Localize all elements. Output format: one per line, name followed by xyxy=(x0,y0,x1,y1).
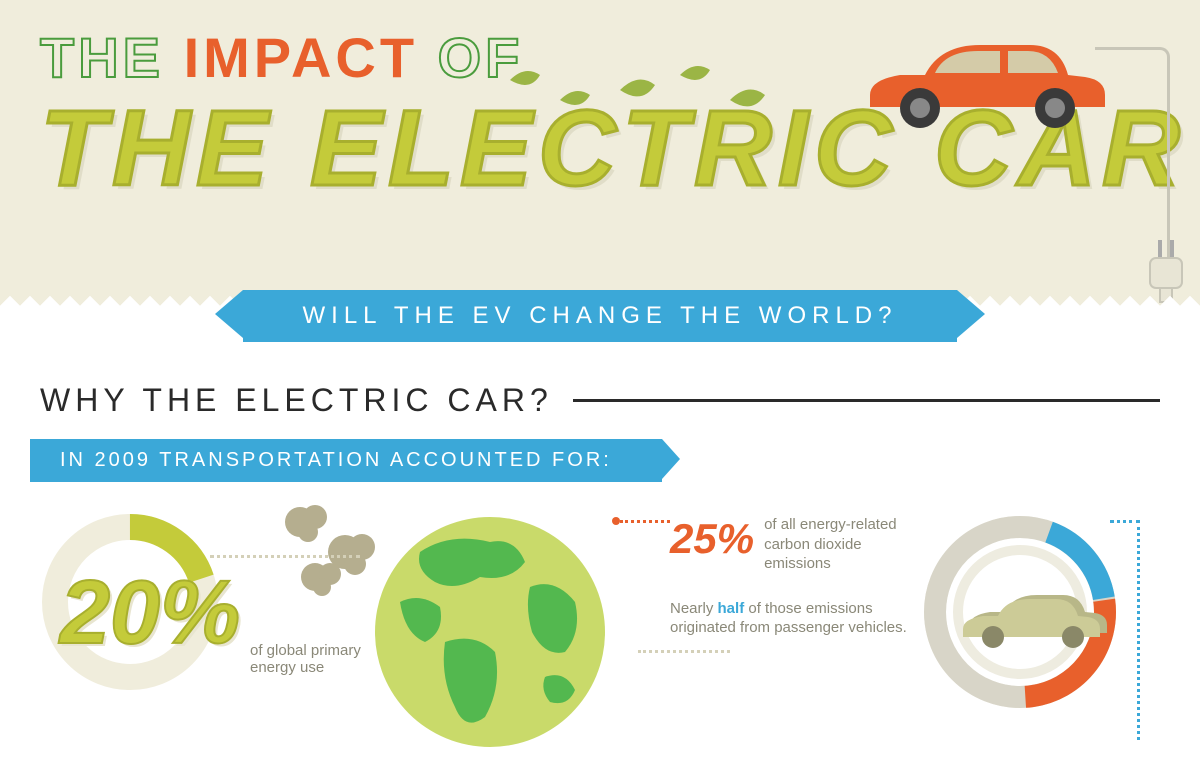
heading-rule xyxy=(573,399,1160,402)
title-the: THE xyxy=(40,26,164,89)
ring-car-icon xyxy=(920,512,1120,712)
car-icon xyxy=(850,35,1110,130)
leaves-icon xyxy=(500,50,800,130)
header-section: THE IMPACT OF THE ELECTRIC CAR xyxy=(0,0,1200,310)
stat3-text-bottom: Nearly half of those emissions originate… xyxy=(670,599,920,638)
dotted-beige-1 xyxy=(210,555,360,558)
percent-20: 20% xyxy=(60,562,240,665)
stat-25-percent: 25% of all energy-related carbon dioxide… xyxy=(640,512,920,638)
globe-column xyxy=(340,512,640,752)
stats-row: 20% of global primary energy use 25% xyxy=(0,482,1200,752)
stat3-text-top: of all energy-related carbon dioxide emi… xyxy=(764,515,920,574)
title-impact: IMPACT xyxy=(184,26,419,89)
dotted-connector-orange xyxy=(620,520,670,523)
dotted-connector-blue xyxy=(1110,520,1140,740)
main-banner: WILL THE EV CHANGE THE WORLD? xyxy=(243,290,958,342)
section-heading: WHY THE ELECTRIC CAR? xyxy=(40,382,1200,419)
stat-ring-car xyxy=(920,512,1150,717)
percent-25: 25% xyxy=(670,515,754,563)
section-heading-text: WHY THE ELECTRIC CAR? xyxy=(40,382,553,419)
dotted-beige-2 xyxy=(638,650,730,653)
smoke-icon xyxy=(270,492,400,602)
sub-banner: IN 2009 TRANSPORTATION ACCOUNTED FOR: xyxy=(30,439,662,482)
globe-icon xyxy=(370,512,610,752)
